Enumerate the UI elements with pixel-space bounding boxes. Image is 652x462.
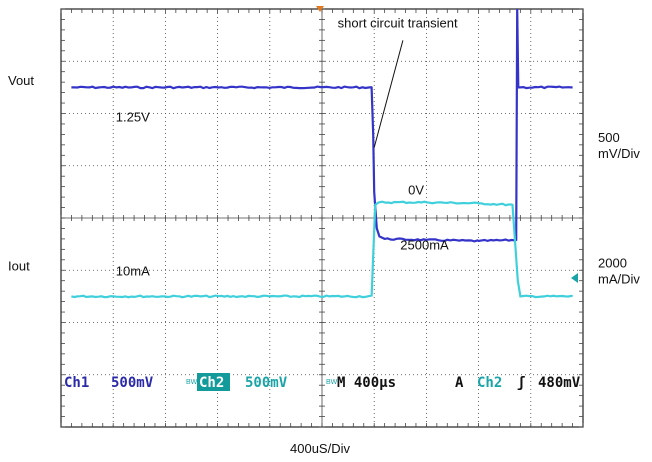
annotation-label: 0V — [408, 182, 424, 197]
status-trigger-source: Ch2 — [477, 375, 502, 391]
status-ch2-scale: 500mV — [245, 375, 288, 391]
annotation-label: 1.25V — [116, 109, 150, 124]
traces — [71, 8, 574, 299]
annotation-label: 10mA — [116, 263, 150, 278]
annotation-label: 2500mA — [400, 237, 449, 252]
trace-vout — [71, 8, 573, 243]
left-label: Vout — [8, 73, 34, 88]
trace-iout — [71, 200, 574, 299]
trigger-position-marker — [316, 6, 324, 12]
right-scale-label: 2000 mA/Div — [598, 256, 640, 287]
status-ch2-label: Ch2 — [199, 375, 224, 391]
status-bw-mark-2: BW — [326, 379, 338, 386]
right-scale-label: 500 mV/Div — [598, 130, 640, 161]
status-bw-mark-1: BW — [186, 379, 198, 386]
annotations: Vout Iout 500 mV/Div 2000 mA/Div short circuit… — [8, 15, 640, 286]
status-trigger-mode: A — [455, 375, 464, 391]
status-ch1-label: Ch1 — [64, 375, 89, 391]
trigger-level-marker — [571, 273, 578, 283]
graticule-grid — [60, 8, 584, 428]
status-timebase: M 400µs — [337, 375, 396, 391]
status-trigger-level: 480mV — [538, 375, 581, 391]
left-label: Iout — [8, 258, 30, 273]
annotation-label: short circuit transient — [338, 15, 458, 30]
annotation-pointer-line — [373, 40, 404, 148]
status-trigger-slope: ʃ — [517, 375, 525, 391]
status-ch1-scale: 500mV — [111, 375, 154, 391]
x-axis-label: 400uS/Div — [290, 441, 350, 456]
status-ch2-highlight — [197, 373, 230, 391]
